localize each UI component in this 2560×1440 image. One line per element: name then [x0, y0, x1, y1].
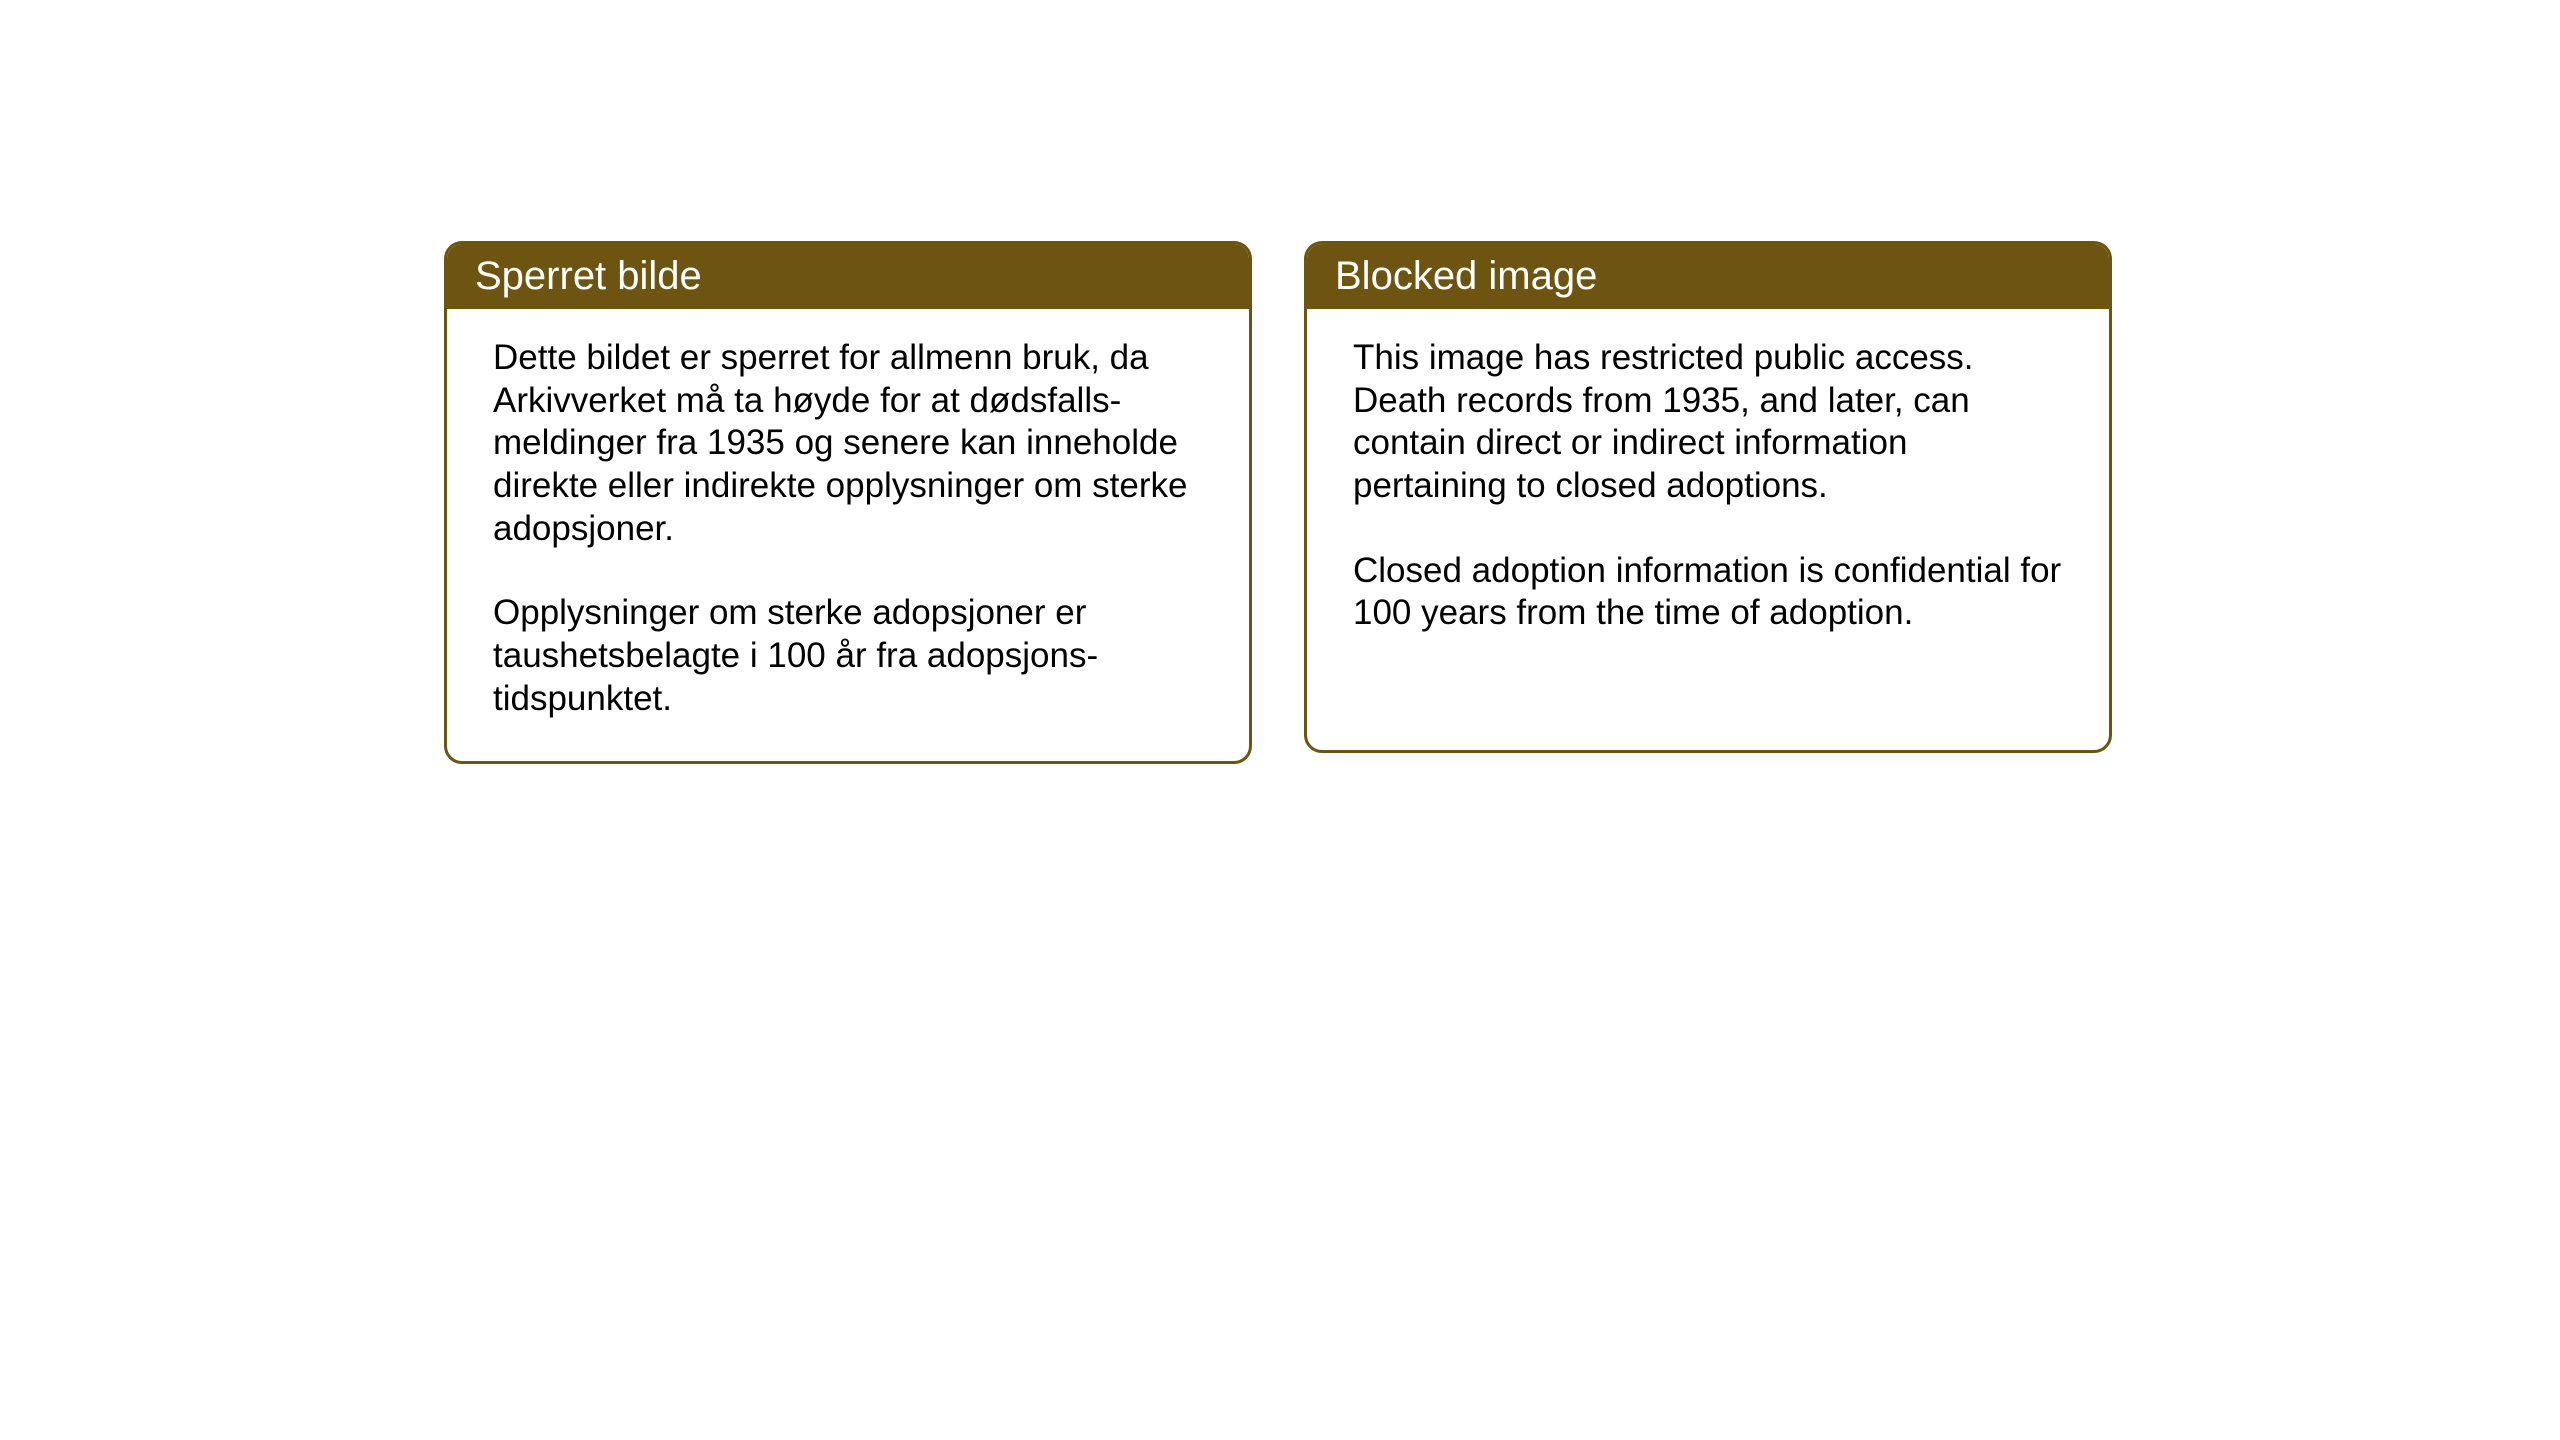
card-norwegian-paragraph-1: Dette bildet er sperret for allmenn bruk… [493, 337, 1203, 550]
card-english-header: Blocked image [1307, 244, 2109, 309]
card-norwegian-body: Dette bildet er sperret for allmenn bruk… [447, 309, 1249, 761]
card-english: Blocked image This image has restricted … [1304, 241, 2112, 753]
card-norwegian-paragraph-2: Opplysninger om sterke adopsjoner er tau… [493, 592, 1203, 720]
card-english-paragraph-1: This image has restricted public access.… [1353, 337, 2063, 508]
card-norwegian: Sperret bilde Dette bildet er sperret fo… [444, 241, 1252, 764]
card-norwegian-header: Sperret bilde [447, 244, 1249, 309]
card-english-body: This image has restricted public access.… [1307, 309, 2109, 675]
cards-container: Sperret bilde Dette bildet er sperret fo… [444, 241, 2112, 764]
card-english-paragraph-2: Closed adoption information is confident… [1353, 550, 2063, 635]
